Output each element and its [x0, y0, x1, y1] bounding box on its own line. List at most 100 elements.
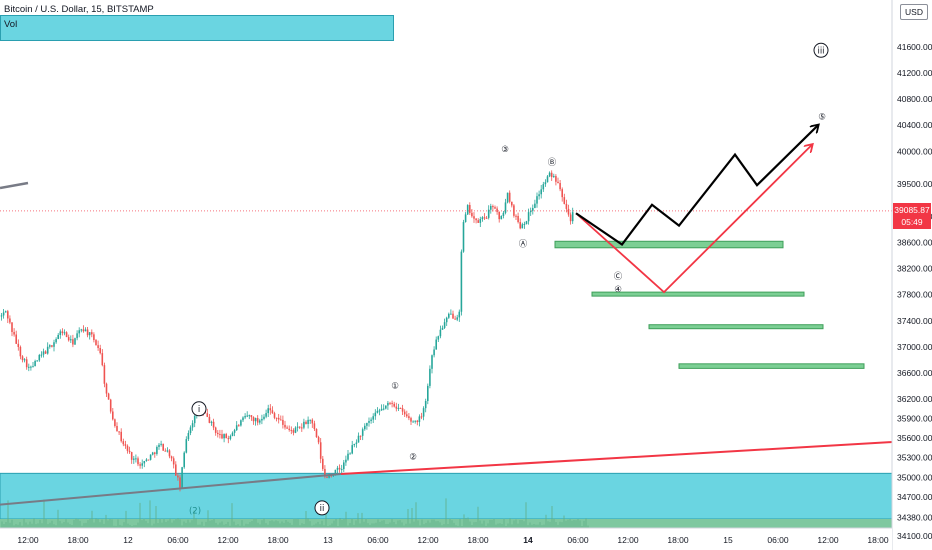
- currency-button[interactable]: USD: [900, 4, 928, 20]
- wave-label-7: ⑤: [818, 112, 826, 122]
- candle-body: [141, 463, 143, 466]
- candle-body: [452, 313, 454, 319]
- candle-body: [319, 442, 322, 459]
- candle-body: [496, 208, 498, 212]
- candle-body: [487, 209, 490, 218]
- candle-body: [55, 339, 57, 343]
- candle-body: [284, 424, 286, 428]
- candle-body: [477, 220, 479, 223]
- candle-body: [506, 192, 509, 203]
- price-tick-label: 38200.00: [897, 264, 932, 274]
- candle-body: [9, 318, 11, 323]
- candle-body: [347, 453, 349, 460]
- candle-body: [559, 183, 561, 190]
- candle-body: [458, 311, 461, 318]
- volume-indicator-panel[interactable]: Vol: [0, 15, 394, 41]
- time-tick-label: 15: [723, 535, 733, 545]
- candle-body: [147, 459, 150, 461]
- candle-body: [282, 419, 284, 425]
- candle-body: [494, 207, 496, 209]
- candle-body: [154, 452, 156, 454]
- candle-body: [128, 450, 131, 453]
- candle-body: [17, 343, 20, 347]
- candle-body: [544, 182, 547, 185]
- time-tick-label: 12:00: [417, 535, 439, 545]
- candle-body: [382, 408, 385, 410]
- time-tick-label: 18:00: [67, 535, 89, 545]
- candle-body: [143, 461, 146, 464]
- candle-body: [385, 405, 387, 409]
- candle-body: [374, 412, 377, 417]
- candle-body: [116, 426, 118, 432]
- candle-body: [445, 317, 448, 323]
- candle-body: [244, 416, 246, 418]
- candle-body: [114, 419, 116, 427]
- candle-body: [275, 417, 278, 419]
- candle-body: [170, 456, 173, 459]
- candle-body: [219, 434, 221, 436]
- candle-body: [361, 429, 364, 436]
- candle-body: [380, 408, 383, 411]
- time-tick-label: 12:00: [17, 535, 39, 545]
- candle-body: [525, 221, 528, 225]
- candle-body: [168, 450, 171, 457]
- candle-body: [164, 450, 167, 452]
- price-tick-label: 40400.00: [897, 120, 932, 130]
- candle-body: [571, 212, 574, 222]
- wave-label-8: Ⓐ: [519, 240, 528, 250]
- candle-body: [76, 333, 78, 339]
- candle-body: [296, 426, 299, 428]
- candle-body: [86, 329, 89, 336]
- candle-body: [529, 210, 532, 213]
- candle-body: [301, 427, 303, 429]
- time-tick-label: 06:00: [367, 535, 389, 545]
- candle-body: [151, 452, 154, 455]
- candle-body: [387, 402, 389, 406]
- candle-body: [84, 329, 87, 332]
- price-tick-label: 41600.00: [897, 42, 932, 52]
- candle-body: [555, 176, 557, 182]
- candle-body: [527, 212, 530, 222]
- candle-body: [187, 433, 190, 440]
- candle-body: [492, 206, 494, 208]
- candle-body: [322, 458, 324, 469]
- candle-body: [57, 334, 59, 340]
- candle-body: [2, 312, 5, 316]
- candle-body: [28, 366, 30, 368]
- candle-body: [410, 418, 412, 422]
- last-price-value: 39085.87: [894, 204, 930, 215]
- wave-label-iii: iii: [817, 46, 824, 56]
- candle-body: [298, 426, 301, 428]
- candle-body: [517, 215, 519, 223]
- candle-body: [532, 207, 534, 211]
- candle-body: [376, 410, 379, 413]
- candle-body: [7, 311, 9, 319]
- candle-body: [267, 408, 269, 414]
- candle-body: [4, 311, 7, 313]
- candle-body: [542, 184, 545, 190]
- candle-body: [441, 327, 444, 330]
- candle-body: [191, 423, 194, 428]
- candle-body: [513, 205, 515, 216]
- candle-body: [46, 346, 49, 354]
- candle-body: [34, 361, 36, 367]
- candle-body: [534, 203, 536, 208]
- price-tick-label: 35600.00: [897, 433, 932, 443]
- target-box-3: [648, 324, 824, 330]
- candle-body: [538, 194, 540, 197]
- candle-body: [479, 218, 482, 223]
- candle-body: [483, 217, 486, 219]
- candle-body: [95, 340, 97, 346]
- candle-body: [540, 189, 542, 195]
- candle-body: [536, 196, 538, 204]
- price-tick-label: 34100.00: [897, 531, 932, 541]
- candle-body: [490, 206, 492, 210]
- price-tick-label: 34700.00: [897, 492, 932, 502]
- time-tick-label: 14: [523, 535, 533, 545]
- candle-body: [263, 416, 265, 419]
- candle-body: [435, 339, 437, 350]
- candle-body: [72, 339, 74, 345]
- candle-body: [340, 469, 343, 471]
